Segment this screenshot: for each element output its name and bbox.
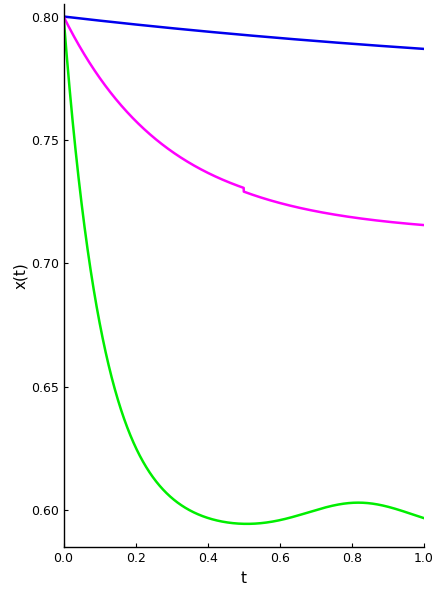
X-axis label: t: t	[241, 571, 247, 586]
Y-axis label: x(t): x(t)	[13, 263, 28, 289]
